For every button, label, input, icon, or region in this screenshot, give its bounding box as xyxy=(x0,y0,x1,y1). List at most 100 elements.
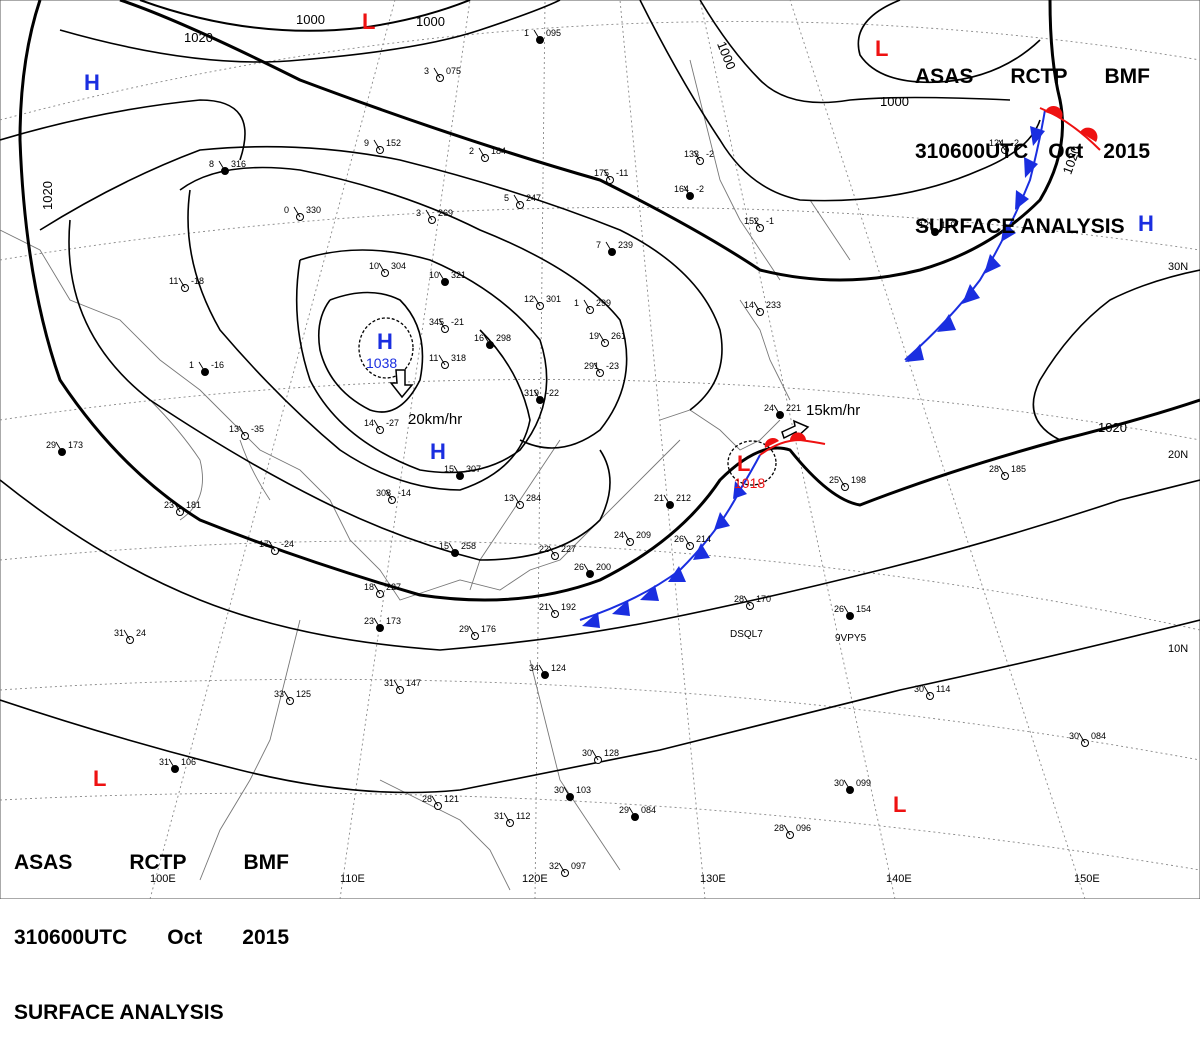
station-temp: 25 xyxy=(829,475,839,485)
station-plot: 24 221 xyxy=(764,403,801,419)
high-pressure-center: H xyxy=(377,329,393,354)
header-agency: BMF xyxy=(1104,65,1151,88)
station-plot: 13 284 xyxy=(504,493,541,509)
header-time: 310600UTC xyxy=(915,140,1029,163)
station-plot: 12 301 xyxy=(524,294,561,310)
station-plot: 319 -22 xyxy=(524,388,559,404)
station-temp: 33 xyxy=(274,689,284,699)
station-temp: 13 xyxy=(229,424,239,434)
station-temp: 3 xyxy=(424,66,429,76)
isobar xyxy=(1032,269,1200,441)
station-temp: 152 xyxy=(744,216,759,226)
station-temp: 345 xyxy=(429,317,444,327)
high-motion-label: 20km/hr xyxy=(408,411,462,428)
wind-barb xyxy=(123,629,131,641)
station-pressure: 24 xyxy=(136,628,146,638)
station-temp: 9 xyxy=(364,138,369,148)
graticule xyxy=(0,0,1200,899)
header-agency: RCTP xyxy=(129,851,187,874)
longitude-label: 130E xyxy=(700,873,726,885)
header-time-row: 310600UTC Oct 2015 xyxy=(915,139,1150,164)
station-temp: 18 xyxy=(364,582,374,592)
station-plot: 1 -16 xyxy=(189,360,224,376)
wind-barb xyxy=(513,194,521,206)
wind-barb xyxy=(598,332,606,344)
station-plot: 21 212 xyxy=(654,493,691,509)
station-plot: 15 307 xyxy=(444,464,481,480)
station-temp: 31 xyxy=(384,678,394,688)
station-temp: 2 xyxy=(469,146,474,156)
station-pressure: -23 xyxy=(606,361,619,371)
header-agency: ASAS xyxy=(915,65,974,88)
header-bottom: ASAS RCTP BMF 310600UTC Oct 2015 SURFACE… xyxy=(14,800,289,1050)
wind-barb xyxy=(178,277,186,289)
station-temp: 30 xyxy=(1069,731,1079,741)
station-temp: 11 xyxy=(169,276,178,286)
wind-barb xyxy=(268,540,276,552)
station-pressure: 106 xyxy=(181,757,196,767)
station-pressure: -2 xyxy=(1011,138,1019,148)
station-plot: 34 124 xyxy=(529,663,566,679)
header-time: 2015 xyxy=(1103,140,1150,163)
station-pressure: -21 xyxy=(451,317,464,327)
station-temp: 13 xyxy=(504,493,514,503)
station-plot: 175 -11 xyxy=(594,168,628,184)
low-pressure-center: L xyxy=(93,766,106,791)
station-plot: 11 -18 xyxy=(169,276,204,292)
wind-barb xyxy=(503,812,511,824)
low-motion-label: 15km/hr xyxy=(806,402,860,419)
station-pressure: 214 xyxy=(696,534,711,544)
station-pressure: 124 xyxy=(551,663,566,673)
station-pressure: 258 xyxy=(461,541,476,551)
station-pressure: 099 xyxy=(856,778,871,788)
station-pressure: 261 xyxy=(611,331,626,341)
wind-barb xyxy=(928,221,936,233)
station-plot: 28 170 xyxy=(734,594,771,610)
wind-barb xyxy=(218,160,226,172)
station-plot: 124 -2 xyxy=(989,138,1019,154)
station-plot: 14 233 xyxy=(744,300,781,316)
station-pressure: -24 xyxy=(281,539,294,549)
station-temp: 28 xyxy=(734,594,744,604)
station-temp: 29 xyxy=(619,805,629,815)
station-pressure: 284 xyxy=(526,493,541,503)
station-temp: 124 xyxy=(989,138,1004,148)
station-temp: 24 xyxy=(614,530,624,540)
station-plot: 10 321 xyxy=(429,270,466,286)
station-temp: 23 xyxy=(164,500,174,510)
wind-barb xyxy=(538,664,546,676)
station-pressure: 304 xyxy=(391,261,406,271)
station-temp: 5 xyxy=(504,193,509,203)
high-motion-arrow xyxy=(389,369,414,399)
station-pressure: 103 xyxy=(576,785,591,795)
station-temp: 133 xyxy=(684,149,699,159)
station-temp: 16 xyxy=(474,333,484,343)
station-plot: 17 -24 xyxy=(259,539,294,555)
station-pressure: 321 xyxy=(451,270,466,280)
station-temp: 22 xyxy=(539,544,549,554)
station-temp: 8 xyxy=(209,159,214,169)
station-plot: 26 154 xyxy=(834,604,871,620)
wind-barb xyxy=(373,139,381,151)
station-pressure: -18 xyxy=(191,276,204,286)
wind-barb xyxy=(385,489,393,501)
station-pressure: 114 xyxy=(936,684,950,694)
station-pressure: 084 xyxy=(1091,731,1106,741)
cold-front-main xyxy=(579,454,761,628)
ship-callsign: 9VPY5 xyxy=(835,633,867,644)
wind-barb xyxy=(998,139,1006,151)
wind-barb xyxy=(998,465,1006,477)
station-plot: 291 -23 xyxy=(584,361,619,377)
station-pressure: 318 xyxy=(451,353,466,363)
station-pressure: 119 xyxy=(941,220,955,230)
isobar xyxy=(139,0,471,32)
station-pressure: 200 xyxy=(596,562,611,572)
station-pressure: 097 xyxy=(571,861,586,871)
station-plot: 308 -14 xyxy=(376,488,411,504)
high-track-circle xyxy=(358,317,414,379)
isobar xyxy=(295,249,548,474)
station-plot: 3 269 xyxy=(416,208,453,224)
isobars xyxy=(0,0,1200,794)
station-pressure: -14 xyxy=(398,488,411,498)
